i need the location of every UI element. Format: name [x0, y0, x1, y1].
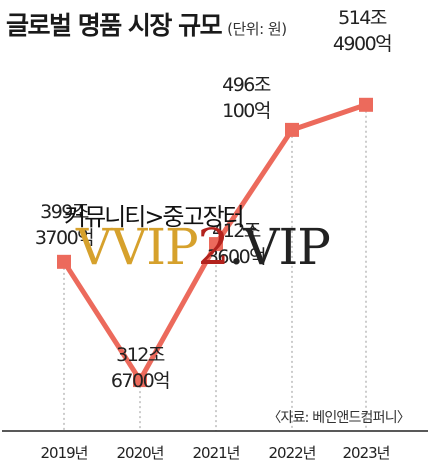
watermark-part-2: 2 — [197, 218, 230, 276]
x-tick-label: 2020년 — [117, 444, 164, 462]
watermark-part-1: VVIP — [76, 218, 199, 276]
unit-label: (단위: 원) — [227, 20, 287, 38]
data-point — [285, 122, 299, 137]
x-tick-label: 2021년 — [193, 444, 240, 462]
data-label: 4900억 — [333, 33, 391, 55]
data-point — [209, 237, 223, 252]
data-label: 399조 — [40, 201, 89, 223]
chart-title: 글로벌 명품 시장 규모 (단위: 원) — [6, 6, 287, 42]
watermark-part-3: .VIP — [228, 218, 330, 276]
watermark-caption: 커뮤니티>중고장터 — [64, 203, 245, 231]
data-label: 312조 — [116, 344, 165, 366]
data-label: 3700억 — [35, 227, 93, 249]
data-label: 412조 — [212, 220, 261, 242]
watermark-logo: VVIP2.VIP — [76, 222, 331, 272]
data-label: 6700억 — [111, 370, 169, 392]
data-point — [57, 254, 71, 269]
data-label: 100억 — [222, 100, 270, 122]
x-tick-label: 2019년 — [41, 444, 88, 462]
source-note: 〈자료: 베인앤드컴퍼니〉 — [267, 410, 410, 426]
x-tick-label: 2023년 — [343, 444, 390, 462]
x-tick-label: 2022년 — [269, 444, 316, 462]
title-text: 글로벌 명품 시장 규모 — [6, 11, 223, 40]
data-label: 496조 — [222, 74, 271, 96]
data-label: 514조 — [338, 7, 387, 29]
data-label: 3600억 — [207, 246, 265, 268]
data-point — [359, 97, 373, 112]
data-point — [133, 373, 147, 388]
